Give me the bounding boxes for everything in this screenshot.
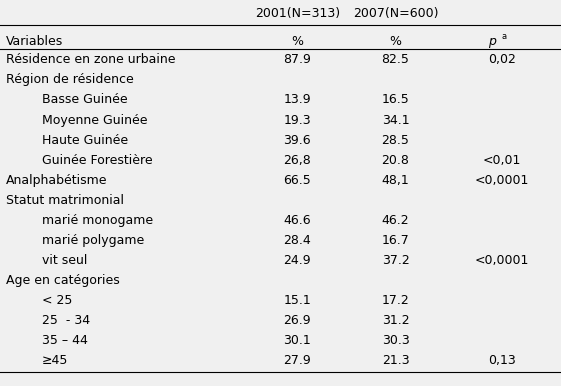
Text: 16.7: 16.7: [381, 234, 410, 247]
Text: Age en catégories: Age en catégories: [6, 274, 119, 287]
Text: 26,8: 26,8: [283, 154, 311, 167]
Text: 24.9: 24.9: [283, 254, 311, 267]
Text: vit seul: vit seul: [42, 254, 88, 267]
Text: Variables: Variables: [6, 35, 63, 48]
Text: 66.5: 66.5: [283, 174, 311, 187]
Text: 13.9: 13.9: [283, 93, 311, 107]
Text: 19.3: 19.3: [283, 113, 311, 127]
Text: 46.6: 46.6: [283, 214, 311, 227]
Text: 25  - 34: 25 - 34: [42, 314, 90, 327]
Text: 15.1: 15.1: [283, 294, 311, 307]
Text: 46.2: 46.2: [381, 214, 410, 227]
Text: Région de résidence: Région de résidence: [6, 73, 134, 86]
Text: a: a: [502, 32, 507, 41]
Text: < 25: < 25: [42, 294, 72, 307]
Text: 31.2: 31.2: [381, 314, 410, 327]
Text: 87.9: 87.9: [283, 53, 311, 66]
Text: 2001(N=313): 2001(N=313): [255, 7, 340, 20]
Text: %: %: [291, 35, 304, 48]
Text: 30.1: 30.1: [283, 334, 311, 347]
Text: 2007(N=600): 2007(N=600): [353, 7, 438, 20]
Text: 30.3: 30.3: [381, 334, 410, 347]
Text: 16.5: 16.5: [381, 93, 410, 107]
Text: 37.2: 37.2: [381, 254, 410, 267]
Text: 17.2: 17.2: [381, 294, 410, 307]
Text: Statut matrimonial: Statut matrimonial: [6, 194, 123, 207]
Text: 35 – 44: 35 – 44: [42, 334, 88, 347]
Text: 82.5: 82.5: [381, 53, 410, 66]
Text: %: %: [389, 35, 402, 48]
Text: Moyenne Guinée: Moyenne Guinée: [42, 113, 148, 127]
Text: marié polygame: marié polygame: [42, 234, 144, 247]
Text: <0,01: <0,01: [483, 154, 521, 167]
Text: 26.9: 26.9: [283, 314, 311, 327]
Text: 28.5: 28.5: [381, 134, 410, 147]
Text: 27.9: 27.9: [283, 354, 311, 367]
Text: Basse Guinée: Basse Guinée: [42, 93, 128, 107]
Text: 39.6: 39.6: [283, 134, 311, 147]
Text: Haute Guinée: Haute Guinée: [42, 134, 128, 147]
Text: 0,13: 0,13: [488, 354, 516, 367]
Text: 48,1: 48,1: [381, 174, 410, 187]
Text: <0,0001: <0,0001: [475, 254, 529, 267]
Text: Analphabétisme: Analphabétisme: [6, 174, 107, 187]
Text: 21.3: 21.3: [381, 354, 410, 367]
Text: <0,0001: <0,0001: [475, 174, 529, 187]
Text: marié monogame: marié monogame: [42, 214, 153, 227]
Text: 34.1: 34.1: [381, 113, 410, 127]
Text: 0,02: 0,02: [488, 53, 516, 66]
Text: 28.4: 28.4: [283, 234, 311, 247]
Text: ≥45: ≥45: [42, 354, 68, 367]
Text: p: p: [488, 35, 496, 48]
Text: Résidence en zone urbaine: Résidence en zone urbaine: [6, 53, 175, 66]
Text: 20.8: 20.8: [381, 154, 410, 167]
Text: Guinée Forestière: Guinée Forestière: [42, 154, 153, 167]
